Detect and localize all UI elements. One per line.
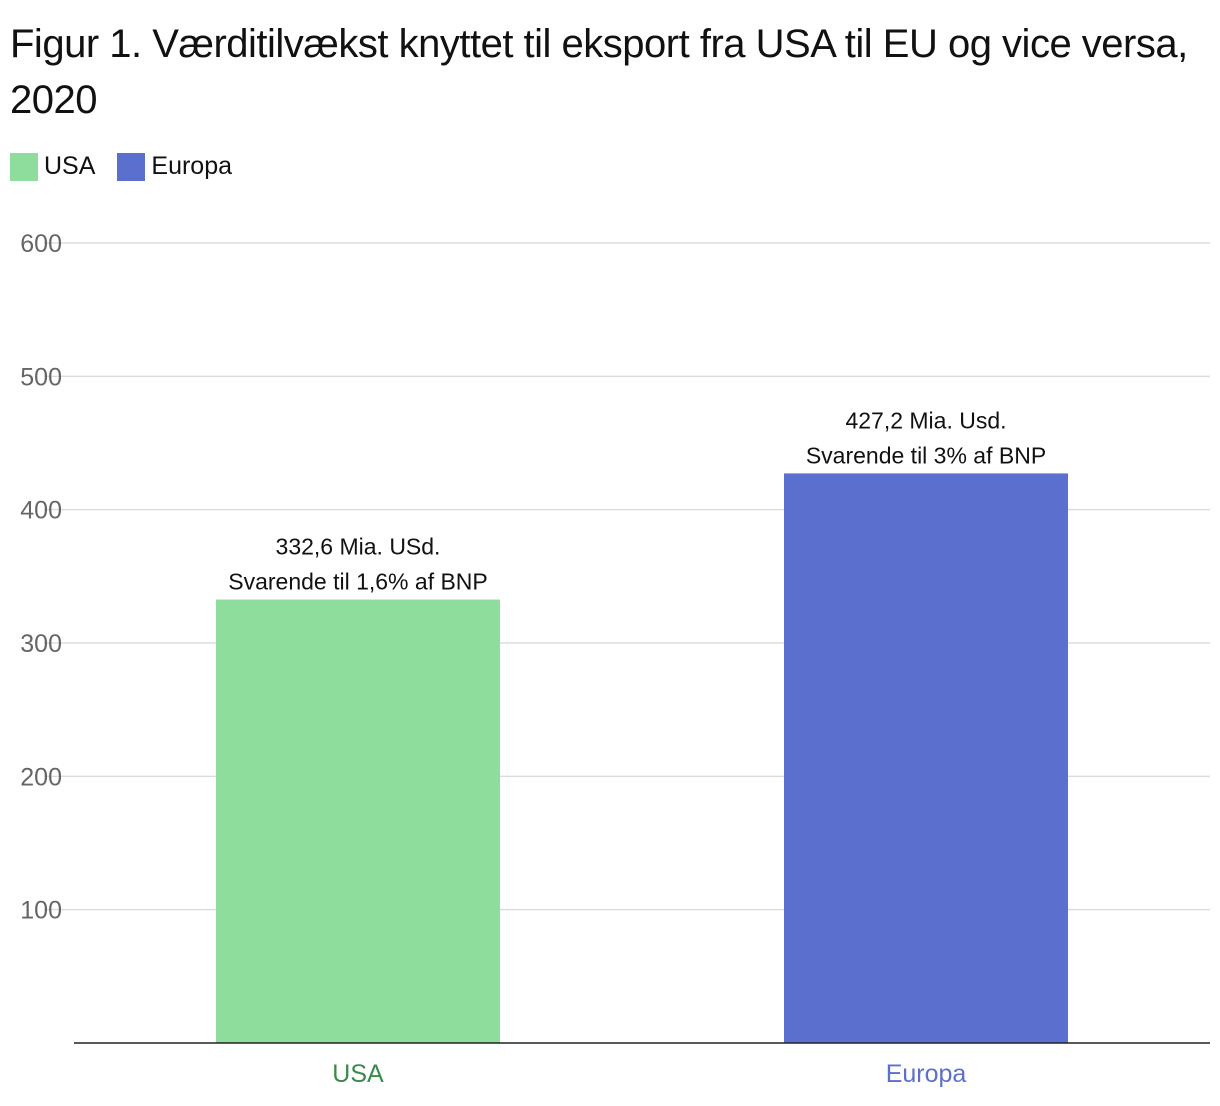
bar-annotation-europa-line-1: 427,2 Mia. Usd.: [845, 407, 1006, 433]
x-tick-label-usa: USA: [332, 1060, 384, 1088]
x-tick-label-europa: Europa: [886, 1060, 967, 1088]
x-axis-category-labels: USA Europa: [332, 1060, 966, 1088]
legend-swatch-europa: [117, 152, 146, 181]
y-tick-label-600: 600: [20, 230, 62, 258]
bar-annotations: 332,6 Mia. USd. Svarende til 1,6% af BNP 4…: [228, 407, 1046, 594]
y-axis-tick-labels: 100 200 300 400 500 600: [20, 230, 62, 925]
legend-item-europa: Europa: [117, 152, 232, 181]
bar-annotation-europa-line-2: Svarende til 3% af BNP: [806, 442, 1046, 468]
legend-label-usa: USA: [44, 152, 96, 180]
bar-annotation-usa-line-2: Svarende til 1,6% af BNP: [228, 569, 488, 595]
chart-legend: USA Europa: [10, 152, 254, 181]
y-tick-label-100: 100: [20, 897, 62, 925]
bar-europa: [784, 473, 1068, 1043]
legend-item-usa: USA: [10, 152, 95, 181]
bars: [216, 473, 1068, 1043]
legend-label-europa: Europa: [151, 152, 233, 180]
chart-title: Figur 1. Værditilvækst knyttet til ekspo…: [10, 22, 1188, 122]
legend-swatch-usa: [10, 152, 38, 181]
bar-annotation-usa-line-1: 332,6 Mia. USd.: [276, 534, 441, 560]
bar-usa: [216, 599, 500, 1043]
y-tick-label-400: 400: [20, 497, 62, 525]
y-tick-label-200: 200: [20, 763, 62, 791]
y-tick-label-300: 300: [20, 630, 62, 658]
y-tick-label-500: 500: [20, 363, 62, 391]
